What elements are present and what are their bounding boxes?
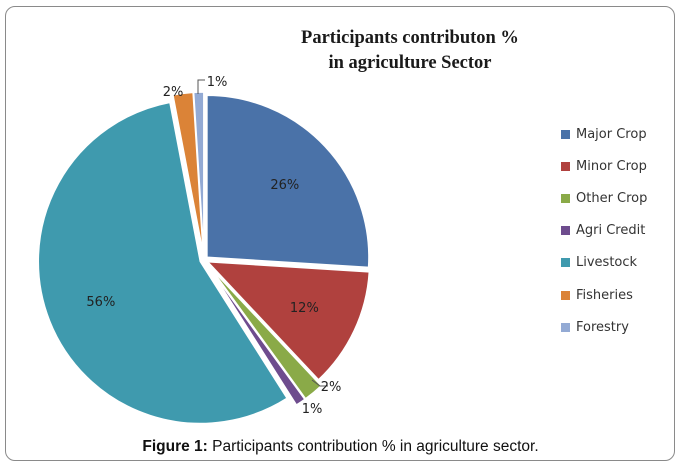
data-label-major-crop: 26% (270, 178, 299, 193)
legend-item-fisheries: Fisheries (561, 279, 647, 311)
chart-title: Participants contributon % in agricultur… (255, 26, 565, 76)
legend-item-forestry: Forestry (561, 311, 647, 343)
legend-label: Forestry (576, 319, 629, 335)
chart-title-line-1: Participants contributon % (301, 28, 519, 48)
figure-caption: Figure 1: Participants contribution % in… (0, 438, 681, 456)
data-label-minor-crop: 12% (290, 301, 319, 316)
pie-slice-major-crop (206, 94, 370, 269)
data-label-fisheries: 2% (163, 85, 184, 100)
chart-title-line-2: in agriculture Sector (328, 53, 492, 73)
pie-slice-forestry (192, 91, 205, 255)
legend-label: Agri Credit (576, 223, 646, 239)
legend-label: Livestock (576, 255, 638, 271)
data-label-livestock: 56% (86, 295, 115, 310)
legend-swatch (561, 129, 570, 139)
figure-caption-label: Figure 1: (142, 438, 208, 455)
legend-swatch (561, 322, 570, 332)
legend-label: Minor Crop (576, 158, 647, 174)
data-label-leader-line (311, 379, 328, 387)
legend-item-agri-credit: Agri Credit (561, 215, 647, 247)
chart-legend: Major Crop Minor Crop Other Crop Agri Credi… (561, 118, 647, 343)
legend-swatch (561, 161, 570, 171)
legend-swatch (561, 193, 570, 203)
legend-item-major-crop: Major Crop (561, 118, 647, 150)
legend-swatch (561, 290, 570, 300)
pie-slice-livestock (37, 101, 289, 425)
data-label-forestry: 1% (207, 75, 228, 90)
figure-caption-text: Participants contribution % in agricultu… (207, 438, 539, 455)
pie-slice-minor-crop (205, 260, 371, 381)
legend-swatch (561, 258, 570, 268)
data-label-agri-credit: 1% (302, 402, 323, 417)
legend-label: Fisheries (576, 287, 633, 303)
data-label-leader-line (197, 79, 205, 94)
data-label-other-crop: 2% (321, 380, 342, 395)
pie-slice-agri-credit (208, 267, 306, 407)
legend-label: Major Crop (576, 126, 647, 142)
legend-item-livestock: Livestock (561, 247, 647, 279)
legend-label: Other Crop (576, 190, 648, 206)
legend-item-minor-crop: Minor Crop (561, 150, 647, 182)
legend-item-other-crop: Other Crop (561, 182, 647, 214)
legend-swatch (561, 226, 570, 236)
